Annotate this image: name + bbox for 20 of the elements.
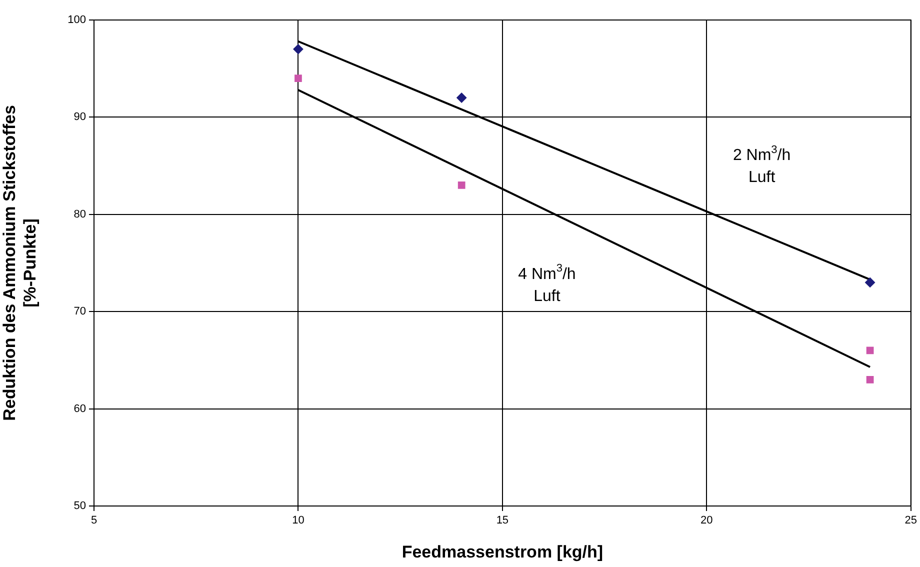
point <box>866 346 874 354</box>
x-axis-title: Feedmassenstrom [kg/h] <box>402 542 604 562</box>
y-tick-label: 90 <box>74 111 86 124</box>
point <box>294 74 302 82</box>
y-tick-label: 60 <box>74 402 86 415</box>
y-tick-label: 70 <box>74 306 86 318</box>
x-tick-label: 15 <box>496 514 509 527</box>
point <box>456 92 467 103</box>
point <box>866 376 874 384</box>
y-axis-title: Reduktion des Ammonium Stickstoffes [%-Punkte] <box>0 105 40 421</box>
point <box>293 44 304 54</box>
x-tick-label: 10 <box>292 514 304 527</box>
x-tick-label: 20 <box>700 514 713 527</box>
x-tick-label: 25 <box>904 514 918 527</box>
y-tick-label: 100 <box>68 14 86 26</box>
x-tick-label: 5 <box>90 514 98 527</box>
point <box>865 277 876 288</box>
point <box>458 182 466 189</box>
y-tick-label: 50 <box>74 500 86 512</box>
y-tick-label: 80 <box>74 208 86 220</box>
